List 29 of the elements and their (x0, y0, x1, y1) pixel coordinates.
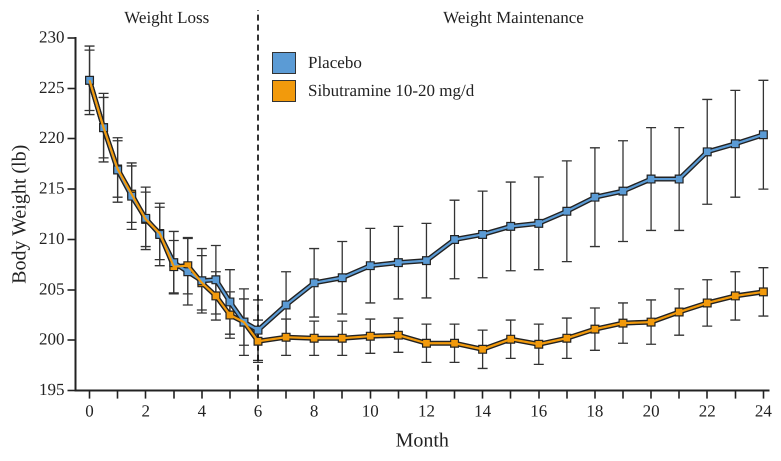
x-tick-label: 14 (474, 401, 492, 420)
x-tick-label: 16 (530, 401, 548, 420)
y-tick-label: 225 (39, 78, 64, 97)
y-tick-label: 230 (39, 27, 64, 46)
y-tick-label: 200 (39, 330, 64, 349)
x-tick-label: 6 (254, 401, 262, 420)
x-tick-label: 18 (586, 401, 604, 420)
x-tick-label: 8 (310, 401, 318, 420)
x-tick-label: 20 (642, 401, 660, 420)
x-tick-label: 12 (418, 401, 435, 420)
y-tick-label: 220 (39, 128, 64, 148)
y-axis-title: Body Weight (lb) (8, 144, 30, 284)
point (758, 130, 768, 140)
x-tick-label: 22 (698, 401, 716, 420)
x-axis-title: Month (396, 429, 449, 452)
point (758, 287, 768, 296)
text: Weight Maintenance (443, 8, 584, 27)
y-tick-label: 215 (39, 178, 64, 198)
x-tick-label: 2 (141, 401, 150, 420)
text: Weight Loss (124, 8, 210, 27)
y-tick-label: 205 (39, 279, 64, 298)
x-tick-label: 0 (85, 401, 94, 420)
legend-label: Placebo (308, 53, 362, 73)
y-tick-label: 210 (39, 228, 64, 248)
legend-label: Sibutramine 10-20 mg/d (308, 81, 474, 101)
x-tick-label: 10 (362, 401, 379, 420)
x-tick-label: 4 (198, 401, 207, 420)
y-tick-label: 195 (39, 380, 64, 400)
x-tick-label: 24 (754, 401, 772, 420)
